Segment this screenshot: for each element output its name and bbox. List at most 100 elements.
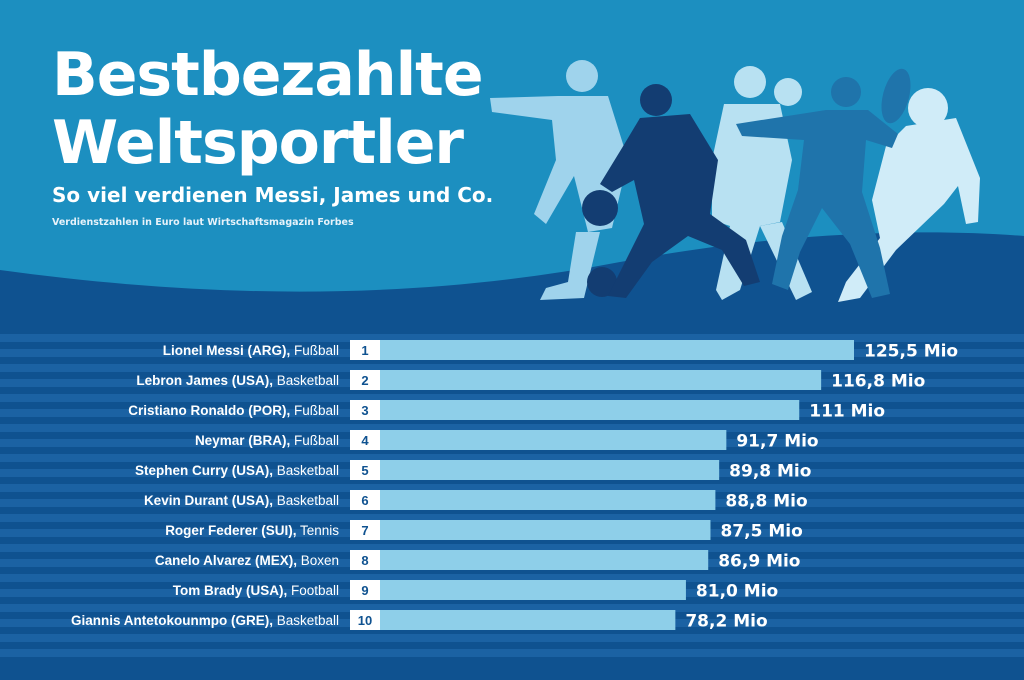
rank-number: 10	[358, 613, 372, 628]
bar-label: Giannis Antetokounmpo (GRE), Basketball	[71, 613, 339, 628]
value-label: 125,5 Mio	[864, 342, 958, 362]
bar-row: Roger Federer (SUI), Tennis 7 87,5 Mio	[165, 520, 803, 542]
sport-name: Basketball	[273, 463, 339, 478]
bar	[380, 460, 720, 480]
athlete-name: Lebron James (USA),	[136, 373, 273, 388]
rank-number: 4	[361, 433, 369, 448]
value-label: 78,2 Mio	[685, 612, 767, 632]
bar	[380, 400, 800, 420]
value-label: 87,5 Mio	[720, 522, 802, 542]
bar-row: Lionel Messi (ARG), Fußball 1 125,5 Mio	[163, 340, 958, 362]
bar-label: Roger Federer (SUI), Tennis	[165, 523, 339, 538]
rank-number: 5	[361, 463, 368, 478]
tennis-player-icon	[736, 68, 911, 298]
athlete-name: Giannis Antetokounmpo (GRE),	[71, 613, 273, 628]
subtitle: So viel verdienen Messi, James und Co.	[52, 183, 494, 207]
bar-label: Cristiano Ronaldo (POR), Fußball	[128, 403, 339, 418]
athlete-name: Stephen Curry (USA),	[135, 463, 273, 478]
bar-label: Lebron James (USA), Basketball	[136, 373, 339, 388]
bar-row: Neymar (BRA), Fußball 4 91,7 Mio	[195, 430, 819, 452]
value-label: 111 Mio	[809, 402, 885, 422]
bar-label: Neymar (BRA), Fußball	[195, 433, 339, 448]
bar-label: Stephen Curry (USA), Basketball	[135, 463, 339, 478]
bar-row: Giannis Antetokounmpo (GRE), Basketball 1…	[71, 610, 768, 632]
title-line-1: Bestbezahlte	[52, 40, 484, 110]
stripe	[0, 634, 1024, 642]
bar	[380, 580, 686, 600]
rank-box	[350, 490, 380, 510]
rank-number: 1	[361, 343, 368, 358]
rank-number: 2	[361, 373, 368, 388]
athlete-name: Tom Brady (USA),	[173, 583, 288, 598]
athlete-silhouettes-icon	[490, 60, 980, 302]
rank-number: 9	[361, 583, 368, 598]
bar	[380, 520, 711, 540]
rank-box	[350, 520, 380, 540]
title-line-2: Weltsportler	[52, 108, 464, 178]
sport-name: Fußball	[290, 343, 339, 358]
sport-name: Tennis	[296, 523, 339, 538]
bar	[380, 430, 727, 450]
bar-label: Canelo Alvarez (MEX), Boxen	[155, 553, 339, 568]
stripe	[0, 484, 1024, 492]
sport-name: Basketball	[273, 613, 339, 628]
rank-box	[350, 550, 380, 570]
sport-name: Basketball	[273, 373, 339, 388]
bar	[380, 370, 822, 390]
bar-label: Kevin Durant (USA), Basketball	[144, 493, 339, 508]
rank-box	[350, 580, 380, 600]
value-label: 81,0 Mio	[696, 582, 778, 602]
bar-row: Cristiano Ronaldo (POR), Fußball 3 111 Mio	[128, 400, 885, 422]
value-label: 88,8 Mio	[725, 492, 807, 512]
rank-box	[350, 460, 380, 480]
athlete-name: Cristiano Ronaldo (POR),	[128, 403, 290, 418]
athlete-name: Lionel Messi (ARG),	[163, 343, 291, 358]
rank-box	[350, 400, 380, 420]
rank-number: 6	[361, 493, 368, 508]
bar	[380, 610, 676, 630]
bar-label: Lionel Messi (ARG), Fußball	[163, 343, 339, 358]
value-label: 86,9 Mio	[718, 552, 800, 572]
athlete-name: Neymar (BRA),	[195, 433, 290, 448]
stripe	[0, 649, 1024, 657]
stripe	[0, 334, 1024, 342]
bar-row: Kevin Durant (USA), Basketball 6 88,8 Mio	[144, 490, 808, 512]
stripe	[0, 364, 1024, 372]
rank-number: 3	[361, 403, 368, 418]
bar-row: Lebron James (USA), Basketball 2 116,8 Mio	[136, 370, 925, 392]
value-label: 89,8 Mio	[729, 462, 811, 482]
rank-box	[350, 370, 380, 390]
stripe	[0, 544, 1024, 552]
stripe	[0, 424, 1024, 432]
rank-box	[350, 610, 380, 630]
sport-name: Basketball	[273, 493, 339, 508]
athlete-name: Roger Federer (SUI),	[165, 523, 296, 538]
sport-name: Football	[287, 583, 339, 598]
stripe	[0, 574, 1024, 582]
bar-row: Tom Brady (USA), Football 9 81,0 Mio	[173, 580, 778, 602]
rank-box	[350, 340, 380, 360]
athlete-name: Kevin Durant (USA),	[144, 493, 273, 508]
bar	[380, 490, 716, 510]
bar	[380, 340, 854, 360]
bar-row: Stephen Curry (USA), Basketball 5 89,8 Mio	[135, 460, 811, 482]
bar-row: Canelo Alvarez (MEX), Boxen 8 86,9 Mio	[155, 550, 801, 572]
basketball-player-icon	[582, 84, 760, 298]
athlete-name: Canelo Alvarez (MEX),	[155, 553, 297, 568]
chart-rows: Lionel Messi (ARG), Fußball 1 125,5 Mio Leb…	[71, 340, 958, 632]
sport-name: Boxen	[297, 553, 339, 568]
sport-name: Fußball	[290, 403, 339, 418]
value-label: 116,8 Mio	[831, 372, 925, 392]
rank-box	[350, 430, 380, 450]
rank-number: 8	[361, 553, 368, 568]
value-label: 91,7 Mio	[736, 432, 818, 452]
stripe	[0, 454, 1024, 462]
source-note: Verdienstzahlen in Euro laut Wirtschafts…	[52, 217, 354, 228]
stripe	[0, 604, 1024, 612]
stripe	[0, 394, 1024, 402]
stripe	[0, 514, 1024, 522]
sport-name: Fußball	[290, 433, 339, 448]
bar-label: Tom Brady (USA), Football	[173, 583, 339, 598]
